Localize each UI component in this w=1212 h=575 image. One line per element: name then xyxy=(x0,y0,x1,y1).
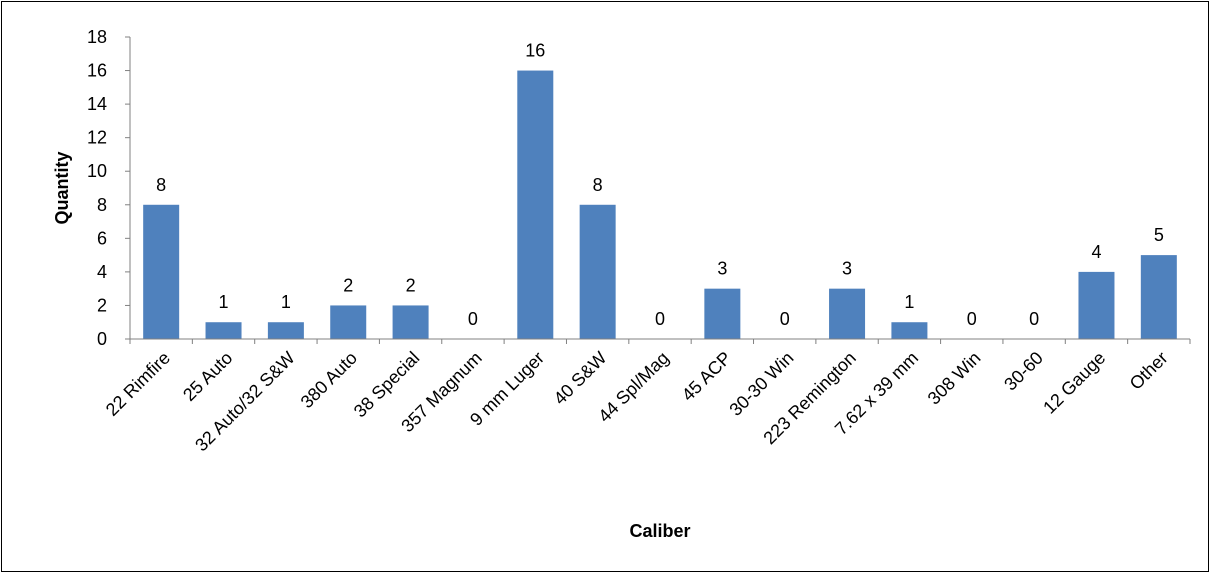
y-axis-ticks: 0 2 4 6 8 10 12 14 16 18 xyxy=(87,27,130,349)
data-label: 2 xyxy=(343,275,353,295)
data-label: 5 xyxy=(1154,225,1164,245)
y-tick-label: 6 xyxy=(97,228,107,248)
bar xyxy=(143,204,180,339)
data-label: 1 xyxy=(904,292,914,312)
bar xyxy=(517,70,554,340)
bars xyxy=(143,70,1177,340)
data-label: 3 xyxy=(842,259,852,279)
y-tick-label: 12 xyxy=(87,128,107,148)
bar xyxy=(704,288,741,339)
bar xyxy=(392,305,429,339)
x-tick-label: Other xyxy=(1126,348,1172,394)
data-label: 1 xyxy=(219,292,229,312)
bar xyxy=(1140,255,1177,339)
y-tick-label: 0 xyxy=(97,329,107,349)
data-label: 3 xyxy=(717,259,727,279)
data-label: 0 xyxy=(1029,309,1039,329)
y-tick-label: 2 xyxy=(97,295,107,315)
data-label: 16 xyxy=(525,41,545,61)
x-tick-label: 40 S&W xyxy=(550,348,611,409)
data-label: 2 xyxy=(406,275,416,295)
y-tick-label: 10 xyxy=(87,161,107,181)
data-label: 4 xyxy=(1091,242,1101,262)
x-tick-label: 380 Auto xyxy=(297,348,361,412)
data-label: 1 xyxy=(281,292,291,312)
y-tick-label: 8 xyxy=(97,195,107,215)
data-labels: 8 1 1 2 2 0 16 8 0 3 0 3 1 0 0 4 5 xyxy=(156,41,1164,329)
bar xyxy=(829,288,866,339)
x-tick-label: 308 Win xyxy=(924,348,985,409)
bar xyxy=(330,305,367,339)
data-label: 0 xyxy=(967,309,977,329)
data-label: 0 xyxy=(780,309,790,329)
y-tick-label: 4 xyxy=(97,262,107,282)
bar xyxy=(579,204,616,339)
data-label: 0 xyxy=(655,309,665,329)
data-label: 8 xyxy=(156,175,166,195)
x-tick-label: 30-60 xyxy=(1000,348,1047,395)
x-tick-label: 45 ACP xyxy=(678,348,735,405)
bar xyxy=(267,322,304,339)
data-label: 8 xyxy=(593,175,603,195)
x-tick-label: 25 Auto xyxy=(179,348,236,405)
y-tick-label: 18 xyxy=(87,27,107,47)
bar xyxy=(205,322,242,339)
bar xyxy=(1078,271,1115,339)
bar xyxy=(891,322,928,339)
y-axis-title: Quantity xyxy=(52,151,72,224)
x-axis-title: Caliber xyxy=(629,521,690,541)
x-tick-label: 22 Rimfire xyxy=(102,348,174,420)
y-tick-label: 16 xyxy=(87,61,107,81)
y-tick-label: 14 xyxy=(87,94,107,114)
x-tick-label: 12 Gauge xyxy=(1039,348,1109,418)
data-label: 0 xyxy=(468,309,478,329)
